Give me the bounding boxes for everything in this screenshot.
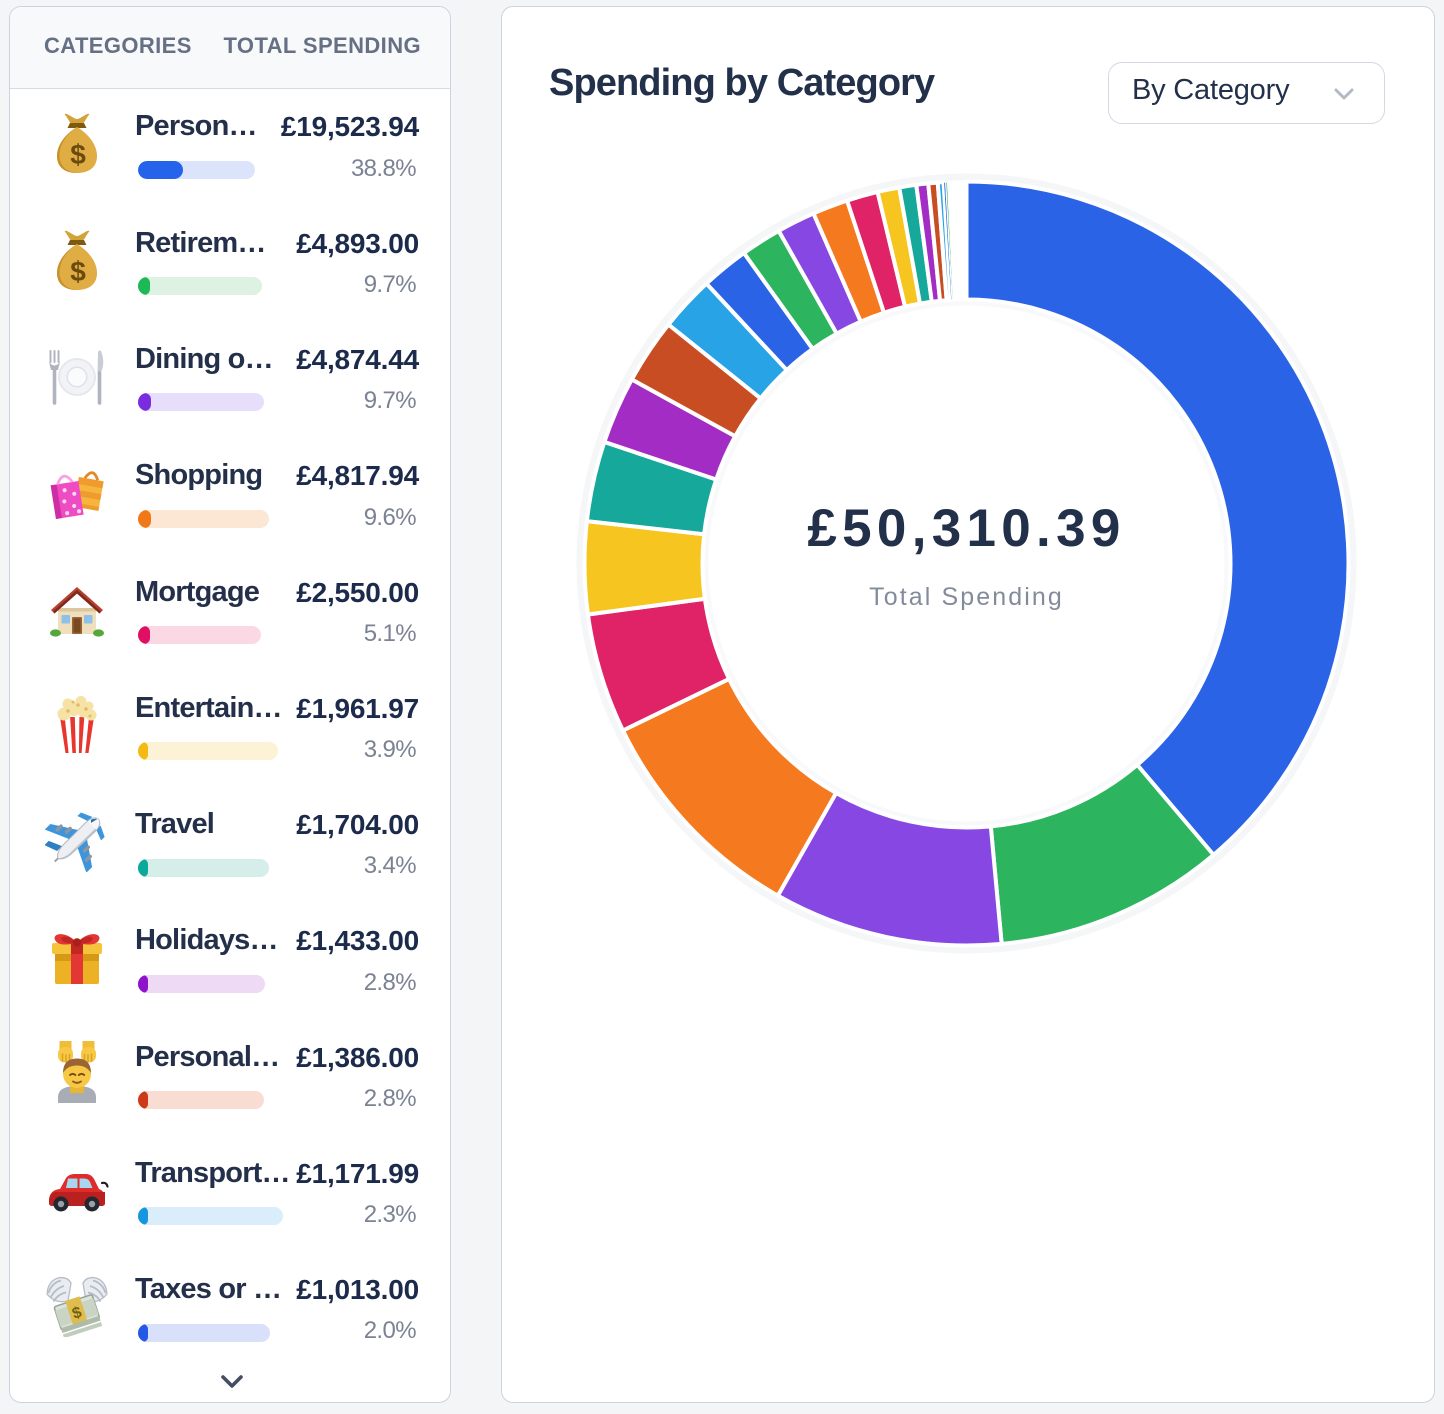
svg-text:$: $	[70, 256, 86, 287]
svg-text:$: $	[70, 139, 86, 170]
